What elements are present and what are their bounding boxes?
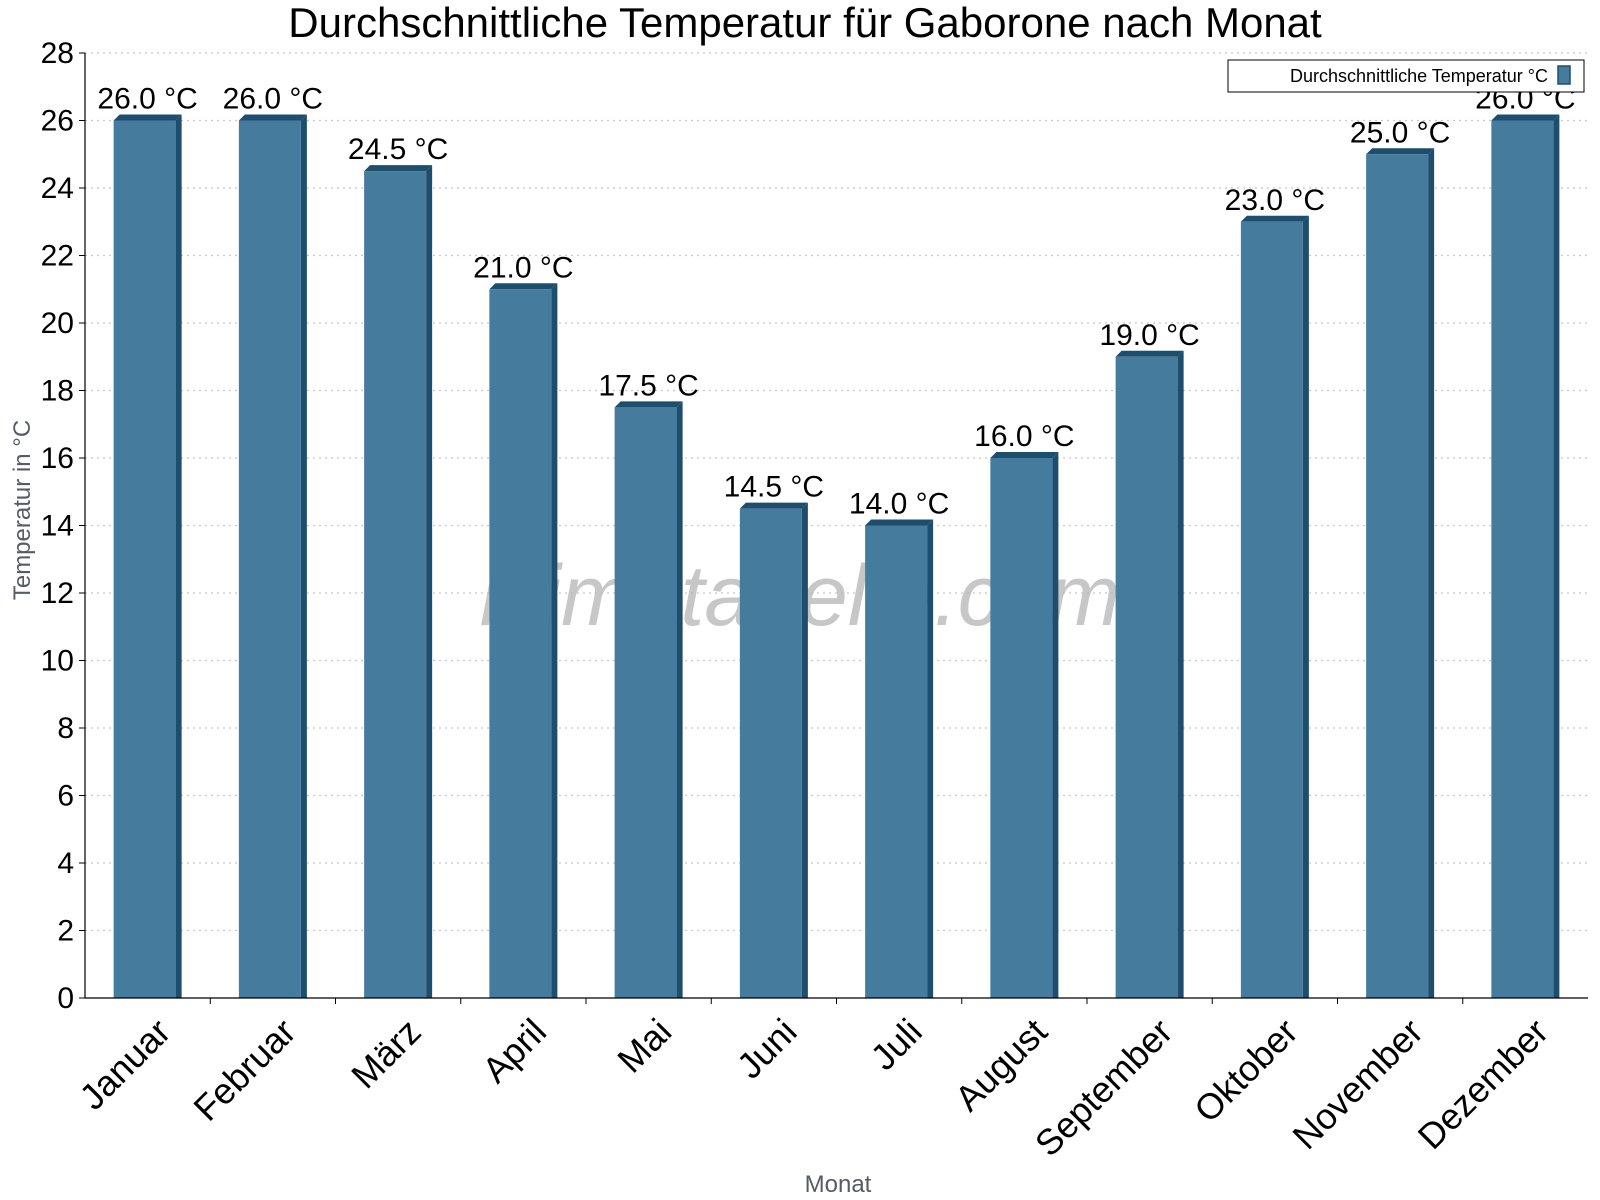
x-tick-label: Februar <box>185 1011 303 1129</box>
bar-6 <box>865 519 934 998</box>
data-label: 23.0 °C <box>1225 184 1325 217</box>
data-label: 25.0 °C <box>1350 116 1450 149</box>
y-tick-label: 14 <box>41 510 74 543</box>
y-tick-label: 26 <box>41 105 74 138</box>
bar-top <box>238 114 307 121</box>
bars <box>113 114 1560 998</box>
y-tick-label: 12 <box>41 577 74 610</box>
x-tick-label: Juni <box>729 1011 805 1087</box>
x-tick-label: Juli <box>863 1011 930 1078</box>
x-tick-label: Dezember <box>1410 1011 1556 1157</box>
bar-front <box>865 525 928 998</box>
bar-side <box>676 401 683 998</box>
bar-top <box>865 519 934 526</box>
bar-side <box>1428 148 1435 998</box>
data-label: 14.0 °C <box>849 488 949 521</box>
bar-0 <box>113 114 182 998</box>
bar-side <box>927 519 934 998</box>
x-tick-label: Oktober <box>1186 1011 1306 1131</box>
bar-front <box>1115 356 1178 998</box>
bar-top <box>113 114 182 121</box>
legend-box <box>1227 59 1585 93</box>
legend: Durchschnittliche Temperatur °C <box>1227 59 1585 93</box>
y-tick-label: 20 <box>41 307 74 340</box>
bar-side <box>1052 452 1059 998</box>
x-axis-label: Monat <box>805 1171 872 1198</box>
legend-entry-label: Durchschnittliche Temperatur °C <box>1290 66 1548 86</box>
bar-4 <box>614 401 683 998</box>
y-tick-label: 2 <box>57 915 74 948</box>
bar-side <box>1177 350 1184 998</box>
y-tick-label: 10 <box>41 645 74 678</box>
y-tick-label: 28 <box>41 37 74 70</box>
bar-front <box>1366 154 1429 998</box>
bar-front <box>1491 120 1554 998</box>
data-label: 24.5 °C <box>348 133 448 166</box>
y-tick-label: 6 <box>57 780 74 813</box>
bar-front <box>364 171 427 998</box>
bar-9 <box>1240 215 1309 998</box>
bar-5 <box>739 502 808 998</box>
y-axis-label: Temperatur in °C <box>9 420 36 600</box>
x-tick-label: März <box>343 1011 429 1097</box>
bar-top <box>990 452 1059 458</box>
bar-front <box>1240 221 1303 998</box>
data-label: 21.0 °C <box>473 251 573 284</box>
bar-front <box>990 458 1053 998</box>
bar-11 <box>1491 114 1560 998</box>
x-tick-label: August <box>947 1011 1055 1119</box>
bar-side <box>1553 114 1560 998</box>
bar-top <box>614 401 683 408</box>
y-tick-label: 4 <box>57 847 74 880</box>
bar-side <box>300 114 307 998</box>
gridlines <box>85 52 1588 932</box>
bar-top <box>1491 114 1560 121</box>
legend-swatch <box>1557 65 1571 85</box>
chart-title: Durchschnittliche Temperatur für Gaboron… <box>288 0 1322 46</box>
data-label: 19.0 °C <box>1099 319 1199 352</box>
bar-side <box>801 502 808 998</box>
data-label: 16.0 °C <box>974 420 1074 453</box>
y-tick-label: 0 <box>57 982 74 1015</box>
bar-side <box>1302 215 1309 998</box>
bar-side <box>551 283 558 998</box>
bar-3 <box>489 283 558 998</box>
bar-front <box>614 407 677 998</box>
x-tick-label: September <box>1027 1011 1181 1165</box>
x-tick-label: Januar <box>71 1011 178 1118</box>
y-tick-label: 16 <box>41 442 74 475</box>
y-tick-label: 24 <box>41 172 74 205</box>
x-ticks: Januar Februar März April Mai Juni Juli AugustS… <box>71 998 1556 1164</box>
bar-10 <box>1366 148 1435 998</box>
y-tick-label: 18 <box>41 375 74 408</box>
x-tick-label: November <box>1284 1011 1430 1157</box>
bar-top <box>1115 350 1184 357</box>
bar-front <box>489 289 552 998</box>
y-tick-label: 8 <box>57 712 74 745</box>
bar-side <box>426 165 433 998</box>
bar-2 <box>364 165 433 998</box>
bar-top <box>364 165 433 172</box>
bar-front <box>739 508 802 998</box>
y-tick-label: 22 <box>41 240 74 273</box>
x-tick-label: April <box>474 1011 554 1091</box>
data-labels: 26.0 °C 26.0 °C 24.5 °C 21.0 °C 17.5 °C 14.5 … <box>97 83 1575 521</box>
x-tick-label: Mai <box>609 1011 679 1081</box>
bar-8 <box>1115 350 1184 998</box>
bar-side <box>175 114 182 998</box>
bar-7 <box>990 452 1059 998</box>
data-label: 26.0 °C <box>97 83 197 116</box>
bar-front <box>238 120 301 998</box>
bar-top <box>1240 215 1309 222</box>
bar-top <box>1366 148 1435 155</box>
data-label: 14.5 °C <box>724 471 824 504</box>
bar-1 <box>238 114 307 998</box>
bar-front <box>113 120 176 998</box>
bar-top <box>739 502 808 509</box>
data-label: 17.5 °C <box>598 369 698 402</box>
bar-top <box>489 283 558 290</box>
data-label: 26.0 °C <box>223 83 323 116</box>
